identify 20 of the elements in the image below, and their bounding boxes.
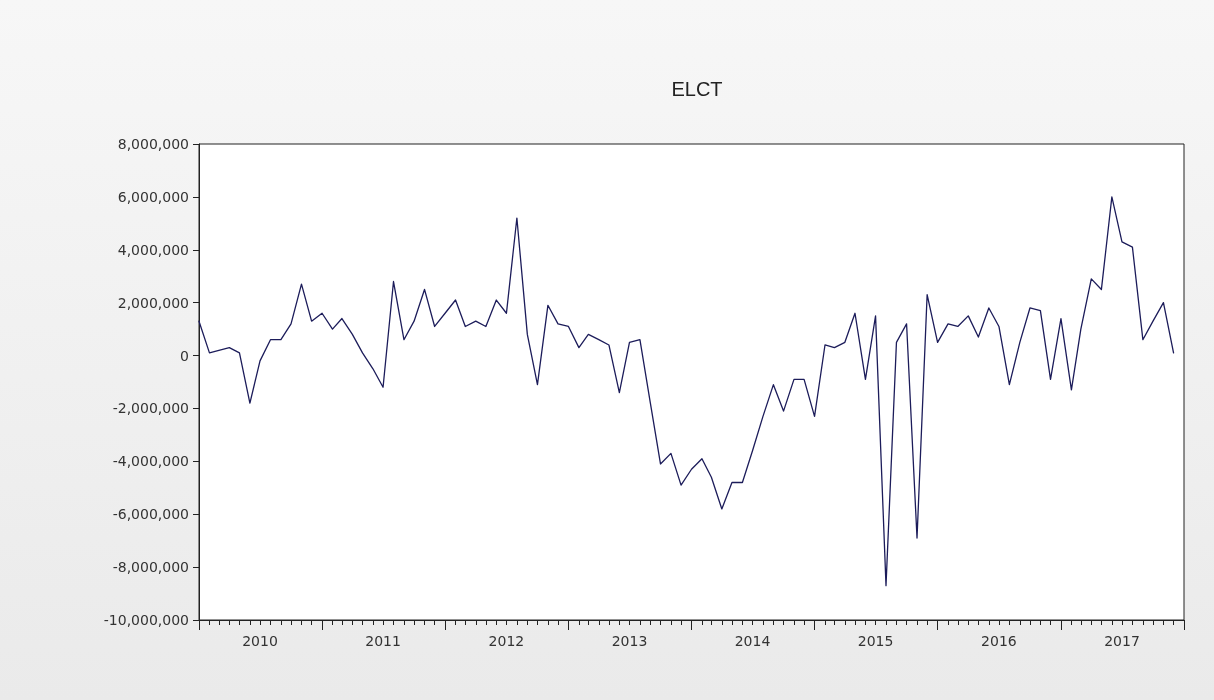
y-tick-label: -6,000,000: [112, 506, 189, 523]
line-series: [198, 196, 1175, 587]
chart-title: ELCT: [671, 78, 723, 100]
y-tick-label: 0: [180, 347, 189, 364]
y-tick-label: 2,000,000: [117, 294, 189, 311]
y-tick-label: 8,000,000: [117, 136, 189, 152]
x-tick-label: 2015: [857, 633, 894, 649]
x-tick-label: 2012: [488, 633, 525, 649]
x-tick-label: 2011: [365, 633, 401, 649]
y-tick-label: -2,000,000: [112, 400, 189, 417]
y-tick-label: -8,000,000: [112, 559, 189, 576]
x-tick-label: 2013: [611, 633, 648, 649]
y-tick-label: 6,000,000: [117, 188, 189, 205]
y-tick-label: 4,000,000: [117, 241, 189, 258]
y-tick-label: -10,000,000: [103, 612, 189, 628]
x-tick-label: 2014: [734, 633, 771, 649]
y-tick-label: -4,000,000: [112, 453, 189, 470]
x-tick-label: 2010: [242, 633, 278, 649]
x-tick-label: 2016: [981, 633, 1017, 649]
x-tick-label: 2017: [1104, 633, 1140, 649]
